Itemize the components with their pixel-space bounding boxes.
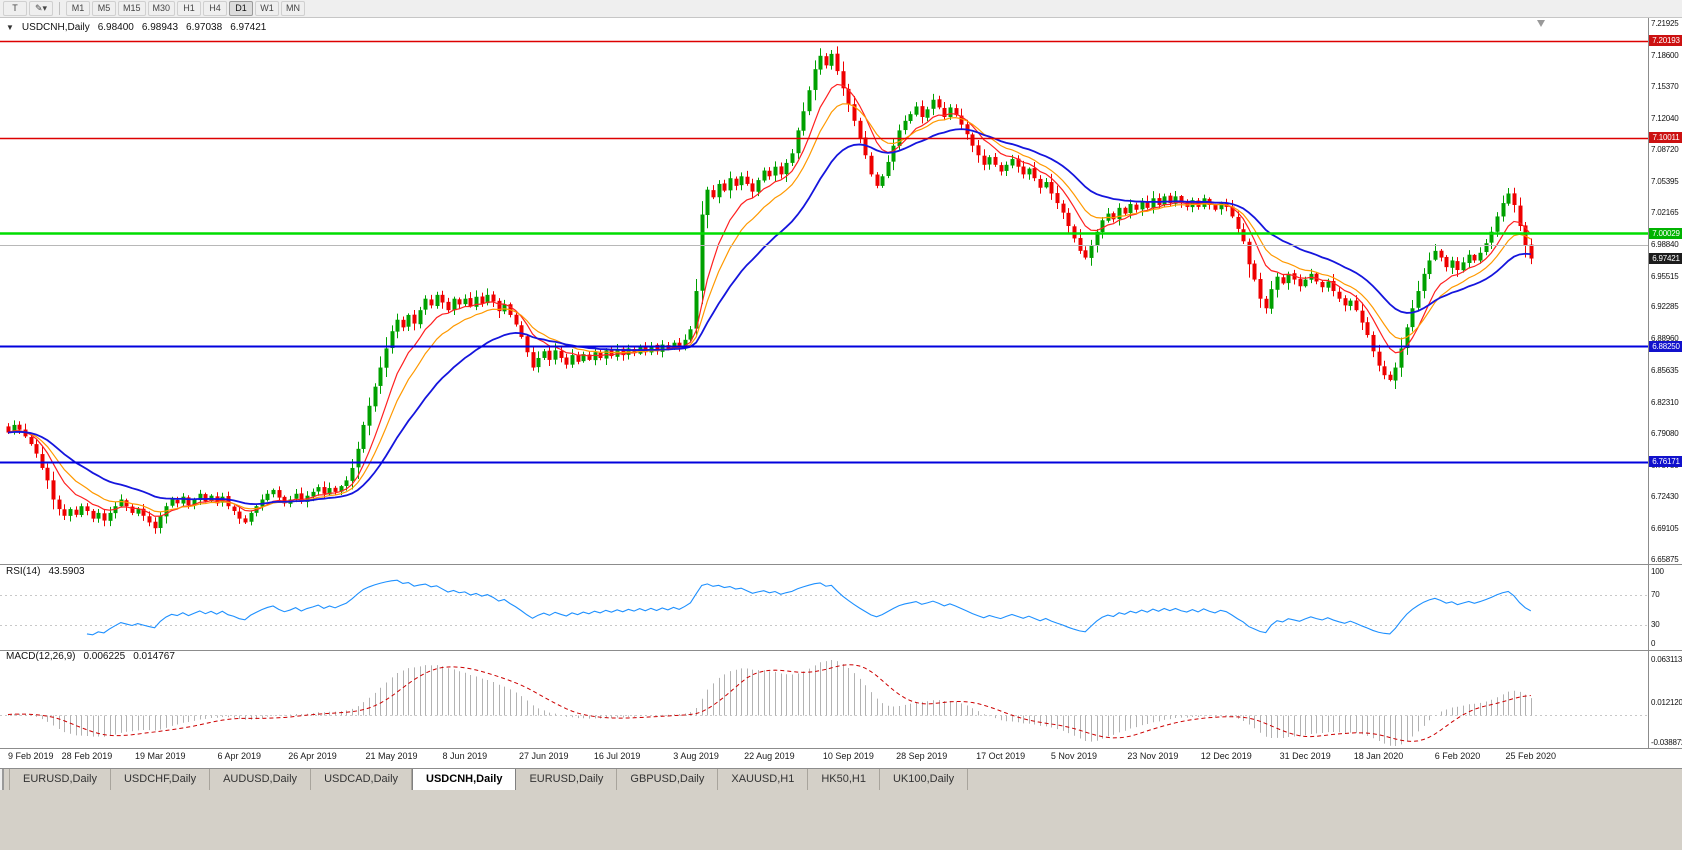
time-axis-label: 10 Sep 2019 bbox=[822, 751, 874, 761]
toolbar-separator bbox=[59, 2, 60, 15]
time-axis-label: 17 Oct 2019 bbox=[976, 751, 1026, 761]
time-axis-label: 25 Feb 2020 bbox=[1505, 751, 1557, 761]
time-axis[interactable]: 9 Feb 2019 28 Feb 2019 19 Mar 2019 6 Apr 20… bbox=[0, 750, 1648, 766]
price-scale-label: 7.18600 bbox=[1651, 50, 1679, 60]
time-axis-label: 23 Nov 2019 bbox=[1127, 751, 1179, 761]
time-axis-label: 21 May 2019 bbox=[365, 751, 418, 761]
price-scale-label: 7.05395 bbox=[1651, 177, 1679, 187]
price-badge-6.76171: 6.76171 bbox=[1649, 456, 1682, 468]
price-scale-label: 6.69105 bbox=[1651, 524, 1679, 534]
pane-splitter-macd[interactable] bbox=[0, 650, 1682, 651]
rsi-scale-label: 0 bbox=[1651, 639, 1656, 648]
rsi-value: 43.5903 bbox=[48, 566, 85, 577]
time-axis-label: 3 Aug 2019 bbox=[673, 751, 719, 761]
price-badge-6.88250: 6.88250 bbox=[1649, 340, 1682, 352]
chart-tab-gbpusd-daily-6[interactable]: GBPUSD,Daily bbox=[617, 769, 719, 790]
price-badge-7.10011: 7.10011 bbox=[1649, 132, 1682, 144]
ohlc-low-value: 6.97038 bbox=[186, 22, 223, 33]
tabbar-grip[interactable] bbox=[0, 769, 10, 790]
time-axis-label: 6 Apr 2019 bbox=[217, 751, 262, 761]
chart-tab-usdchf-daily-1[interactable]: USDCHF,Daily bbox=[111, 769, 211, 790]
price-scale-label: 6.65875 bbox=[1651, 555, 1679, 564]
time-axis-label: 28 Feb 2019 bbox=[61, 751, 113, 761]
chart-tab-eurusd-daily-0[interactable]: EURUSD,Daily bbox=[10, 769, 111, 790]
pane-splitter-rsi[interactable] bbox=[0, 564, 1682, 565]
ohlc-open-value: 6.98400 bbox=[97, 22, 134, 33]
time-axis-label: 5 Nov 2019 bbox=[1050, 751, 1097, 761]
time-axis-label: 16 Jul 2019 bbox=[593, 751, 641, 761]
price-scale[interactable]: 7.21925 7.18600 7.15370 7.12040 7.08720 7.053… bbox=[1648, 18, 1682, 749]
tab-bar: EURUSD,Daily USDCHF,Daily AUDUSD,Daily USDC… bbox=[0, 768, 1682, 790]
time-axis-label: 12 Dec 2019 bbox=[1200, 751, 1252, 761]
price-scale-label: 6.98840 bbox=[1651, 239, 1679, 249]
rsi-scale-label: 100 bbox=[1651, 567, 1664, 576]
macd-signal-value: 0.014767 bbox=[133, 651, 175, 662]
timeframe-mn-button[interactable]: MN bbox=[281, 1, 306, 16]
macd-scale-label: 0.012120 bbox=[1651, 698, 1682, 707]
macd-main-value: 0.006225 bbox=[83, 651, 126, 662]
time-axis-label: 9 Feb 2019 bbox=[8, 751, 54, 761]
price-badge-7.20193: 7.20193 bbox=[1649, 35, 1682, 47]
tab-bar-tabs: EURUSD,Daily USDCHF,Daily AUDUSD,Daily USDC… bbox=[10, 769, 969, 790]
price-badge-7.00029: 7.00029 bbox=[1649, 227, 1682, 239]
rsi-header: RSI(14) 43.5903 bbox=[6, 566, 85, 577]
price-scale-label: 6.92285 bbox=[1651, 302, 1679, 312]
time-axis-label: 8 Jun 2019 bbox=[442, 751, 488, 761]
chart-tab-usdcad-daily-3[interactable]: USDCAD,Daily bbox=[311, 769, 413, 790]
price-badge-6.97421: 6.97421 bbox=[1649, 252, 1682, 264]
time-axis-label: 19 Mar 2019 bbox=[134, 751, 186, 761]
collapse-chart-icon[interactable]: ▼ bbox=[6, 23, 14, 32]
price-scale-label: 7.15370 bbox=[1651, 81, 1679, 91]
ohlc-close-value: 6.97421 bbox=[230, 22, 267, 33]
timeframe-h4-button[interactable]: H4 bbox=[203, 1, 228, 16]
chart-tab-uk100-daily-9[interactable]: UK100,Daily bbox=[880, 769, 969, 790]
macd-scale-label: 0.063113 bbox=[1651, 655, 1682, 664]
price-scale-label: 7.02165 bbox=[1651, 207, 1679, 217]
status-area bbox=[0, 790, 1682, 850]
time-axis-label: 18 Jan 2020 bbox=[1353, 751, 1404, 761]
timeframe-m5-button[interactable]: M5 bbox=[92, 1, 116, 16]
time-axis-label: 22 Aug 2019 bbox=[744, 751, 795, 761]
price-scale-label: 6.95515 bbox=[1651, 271, 1679, 281]
macd-header: MACD(12,26,9) 0.006225 0.014767 bbox=[6, 651, 175, 662]
chart-ohlc-header: ▼ USDCNH,Daily 6.98400 6.98943 6.97038 6… bbox=[6, 22, 266, 33]
time-axis-separator bbox=[0, 748, 1682, 749]
price-scale-label: 7.21925 bbox=[1651, 19, 1679, 28]
timeframe-d1-button[interactable]: D1 bbox=[229, 1, 254, 16]
time-axis-label: 27 Jun 2019 bbox=[519, 751, 569, 761]
price-scale-label: 6.85635 bbox=[1651, 366, 1679, 376]
macd-label: MACD(12,26,9) bbox=[6, 651, 76, 662]
time-axis-label: 6 Feb 2020 bbox=[1434, 751, 1481, 761]
chart-tab-xauusd-h1-7[interactable]: XAUUSD,H1 bbox=[718, 769, 809, 790]
timeframe-m30-button[interactable]: M30 bbox=[147, 1, 176, 16]
rsi-scale-label: 30 bbox=[1651, 620, 1660, 630]
rsi-scale-label: 70 bbox=[1651, 589, 1660, 599]
timeframe-m15-button[interactable]: M15 bbox=[118, 1, 146, 16]
price-scale-label: 6.79080 bbox=[1651, 428, 1679, 438]
text-tool-button[interactable]: T bbox=[3, 1, 27, 16]
timeframe-m1-button[interactable]: M1 bbox=[66, 1, 90, 16]
chart-symbol-label: USDCNH,Daily bbox=[21, 22, 90, 33]
price-scale-label: 6.72430 bbox=[1651, 492, 1679, 502]
rsi-label: RSI(14) bbox=[6, 566, 41, 577]
time-axis-label: 26 Apr 2019 bbox=[288, 751, 337, 761]
draw-objects-tool-button[interactable]: ✎▾ bbox=[29, 1, 53, 16]
price-scale-label: 6.88960 bbox=[1651, 334, 1679, 344]
time-axis-label: 28 Sep 2019 bbox=[896, 751, 948, 761]
timeframe-w1-button[interactable]: W1 bbox=[255, 1, 280, 16]
chart-tab-audusd-daily-2[interactable]: AUDUSD,Daily bbox=[210, 769, 312, 790]
macd-scale-label: -0.038872 bbox=[1651, 738, 1682, 747]
price-scale-label: 7.08720 bbox=[1651, 145, 1679, 155]
toolbar: T ✎▾ M1 M5 M15 M30 H1 H4 D1 W1 MN bbox=[0, 0, 1682, 18]
chart-tab-hk50-h1-8[interactable]: HK50,H1 bbox=[808, 769, 880, 790]
price-scale-label: 6.82310 bbox=[1651, 397, 1679, 407]
ohlc-high-value: 6.98943 bbox=[141, 22, 179, 33]
timeframe-h1-button[interactable]: H1 bbox=[177, 1, 202, 16]
price-scale-label: 7.12040 bbox=[1651, 113, 1679, 123]
chart-tab-eurusd-daily-5[interactable]: EURUSD,Daily bbox=[516, 769, 618, 790]
chart-tab-usdcnh-daily-4[interactable]: USDCNH,Daily bbox=[412, 769, 517, 790]
time-axis-label: 31 Dec 2019 bbox=[1279, 751, 1331, 761]
